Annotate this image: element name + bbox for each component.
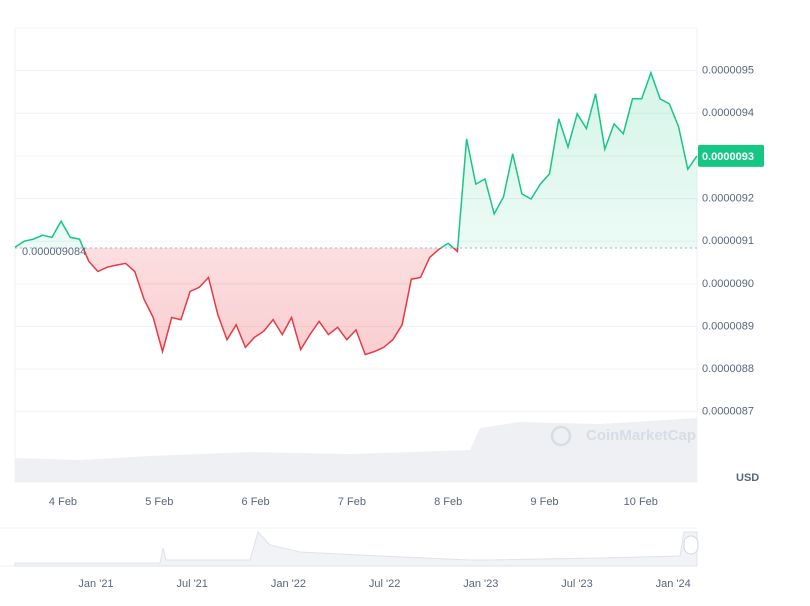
price-line-down: [82, 248, 459, 356]
area-up: [15, 72, 697, 249]
watermark-logo: [550, 425, 572, 447]
watermark: CoinMarketCap: [586, 427, 696, 444]
y-tick-label: 0.0000088: [702, 363, 754, 375]
navigator-handle[interactable]: [683, 535, 699, 555]
x-tick-label: 9 Feb: [530, 496, 558, 508]
navigator-label: Jan '24: [656, 578, 691, 590]
y-tick-label: 0.0000094: [702, 107, 754, 119]
navigator-label: Jan '21: [78, 578, 113, 590]
x-tick-label: 7 Feb: [338, 496, 366, 508]
current-price-box: [698, 144, 764, 167]
currency-label: USD: [736, 472, 759, 484]
y-tick-label: 0.0000089: [702, 320, 754, 332]
x-tick-label: 4 Feb: [49, 496, 77, 508]
x-tick-label: 6 Feb: [242, 496, 270, 508]
navigator-label: Jul '23: [561, 578, 592, 590]
y-tick-label: 0.0000092: [702, 192, 754, 204]
navigator-line: [14, 531, 698, 567]
navigator-label: Jul '21: [176, 578, 207, 590]
navigator-label: Jan '23: [463, 578, 498, 590]
baseline-label: 0.000009084: [22, 246, 86, 258]
x-tick-label: 5 Feb: [145, 496, 173, 508]
volume-area: [15, 418, 697, 482]
price-line-up: [14, 70, 698, 249]
x-tick-label: 8 Feb: [434, 496, 462, 508]
navigator-label: Jan '22: [271, 578, 306, 590]
x-tick-label: 10 Feb: [624, 496, 658, 508]
navigator-label: Jul '22: [369, 578, 400, 590]
y-tick-label: 0.0000087: [702, 406, 754, 418]
navigator: [0, 527, 699, 567]
y-tick-label: 0.0000095: [702, 65, 754, 77]
y-tick-label: 0.0000090: [702, 278, 754, 290]
area-down: [83, 248, 458, 355]
y-tick-label: 0.0000091: [702, 235, 754, 247]
current-price-label: 0.0000093: [702, 151, 754, 163]
